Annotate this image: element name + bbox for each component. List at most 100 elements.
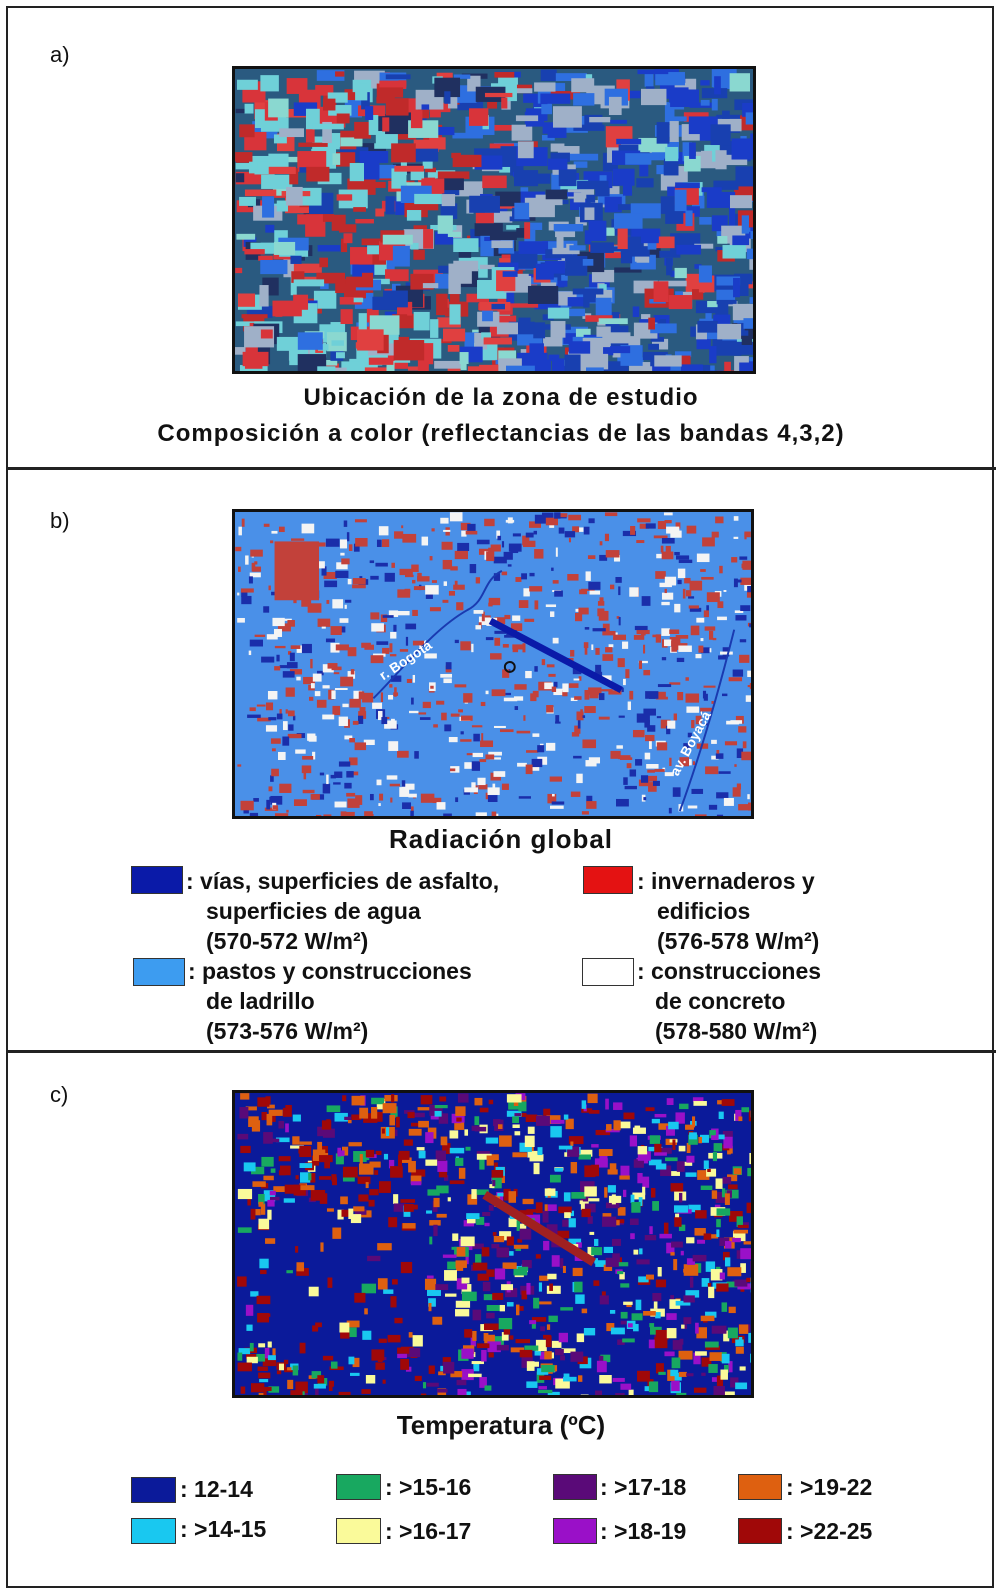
temperature-patch <box>609 1163 617 1175</box>
radiation-patch <box>378 803 381 807</box>
radiation-patch <box>494 630 507 634</box>
temperature-patch <box>609 1309 616 1314</box>
radiation-patch <box>491 811 497 816</box>
temperature-patch <box>578 1154 591 1160</box>
temperature-patch <box>354 1292 366 1303</box>
radiation-patch <box>507 564 512 567</box>
temperature-patch <box>591 1144 599 1148</box>
temperature-patch <box>591 1247 603 1256</box>
temperature-patch <box>494 1336 504 1347</box>
temperature-patch <box>377 1243 392 1251</box>
temperature-patch <box>488 1154 499 1161</box>
radiation-patch <box>685 590 692 597</box>
composite-patch <box>518 241 549 254</box>
temperature-patch <box>616 1121 631 1129</box>
temperature-patch <box>655 1163 667 1170</box>
temperature-patch <box>283 1198 295 1203</box>
radiation-patch <box>370 612 380 620</box>
radiation-patch <box>399 787 410 797</box>
composite-patch <box>711 98 718 111</box>
radiation-patch <box>464 787 478 793</box>
temperature-patch <box>560 1355 566 1361</box>
radiation-patch <box>272 805 278 810</box>
radiation-patch <box>525 670 532 679</box>
radiation-patch <box>384 720 397 729</box>
temperature-patch <box>243 1162 256 1172</box>
radiation-patch <box>615 576 622 583</box>
temperature-patch <box>615 1393 625 1395</box>
temperature-patch <box>338 1391 351 1395</box>
temperature-patch <box>666 1313 677 1320</box>
legend-text-14-15: : >14-15 <box>180 1516 267 1542</box>
composite-patch <box>483 337 512 345</box>
temperature-patch <box>655 1312 661 1319</box>
temperature-patch <box>716 1375 724 1387</box>
composite-patch <box>590 353 609 370</box>
radiation-patch <box>249 812 259 816</box>
temperature-patch <box>555 1230 570 1239</box>
radiation-patch <box>273 628 283 637</box>
temperature-patch <box>287 1379 294 1390</box>
composite-patch <box>358 313 367 334</box>
temperature-patch <box>580 1199 589 1211</box>
radiation-patch <box>547 793 557 804</box>
composite-patch <box>564 354 581 371</box>
composite-patch <box>339 297 362 305</box>
temperature-patch <box>563 1114 569 1120</box>
temperature-patch <box>365 1149 375 1158</box>
temperature-patch <box>639 1248 643 1255</box>
temperature-patch <box>692 1097 704 1102</box>
temperature-patch <box>654 1143 662 1155</box>
temperature-patch <box>296 1267 309 1276</box>
radiation-patch <box>515 577 522 582</box>
temperature-patch <box>382 1379 386 1384</box>
temperature-patch <box>678 1145 686 1152</box>
radiation-patch <box>648 739 652 750</box>
temperature-patch <box>728 1306 736 1314</box>
composite-patch <box>289 168 299 185</box>
radiation-patch <box>463 693 473 703</box>
composite-patch <box>558 199 569 205</box>
radiation-patch <box>477 777 486 786</box>
temperature-patch <box>265 1138 280 1143</box>
radiation-patch <box>405 574 414 578</box>
composite-patch <box>604 246 626 252</box>
panel-divider-bc <box>6 1050 996 1053</box>
radiation-patch <box>276 654 280 662</box>
radiation-patch <box>501 783 509 790</box>
radiation-patch <box>742 741 747 749</box>
composite-patch <box>565 255 588 276</box>
radiation-patch <box>716 792 729 799</box>
temperature-patch <box>636 1259 650 1265</box>
legend-text-18-19: : >18-19 <box>600 1518 687 1544</box>
temperature-patch <box>545 1335 552 1348</box>
radiation-patch <box>436 802 446 810</box>
temperature-patch <box>494 1162 498 1172</box>
composite-patch <box>436 178 464 191</box>
temperature-patch <box>447 1197 451 1202</box>
temperature-patch <box>260 1203 266 1215</box>
composite-patch <box>500 146 519 167</box>
temperature-patch <box>716 1229 720 1237</box>
temperature-patch <box>560 1307 573 1311</box>
composite-patch <box>353 297 364 303</box>
radiation-patch <box>370 655 384 664</box>
radiation-patch <box>284 618 292 621</box>
radiation-patch <box>525 764 533 775</box>
composite-patch <box>616 138 642 145</box>
composite-patch <box>317 172 342 185</box>
temperature-patch <box>591 1164 600 1177</box>
radiation-patch <box>664 576 677 586</box>
composite-patch <box>297 332 323 350</box>
radiation-patch <box>352 578 366 585</box>
temperature-patch <box>671 1357 681 1369</box>
radiation-patch <box>332 599 344 609</box>
composite-patch <box>540 69 557 82</box>
temperature-patch <box>750 1353 751 1363</box>
radiation-patch <box>484 518 495 527</box>
radiation-patch <box>522 535 530 546</box>
temperature-patch <box>686 1142 691 1154</box>
radiation-patch <box>715 753 724 759</box>
temperature-patch <box>558 1145 573 1150</box>
radiation-patch <box>555 721 561 724</box>
